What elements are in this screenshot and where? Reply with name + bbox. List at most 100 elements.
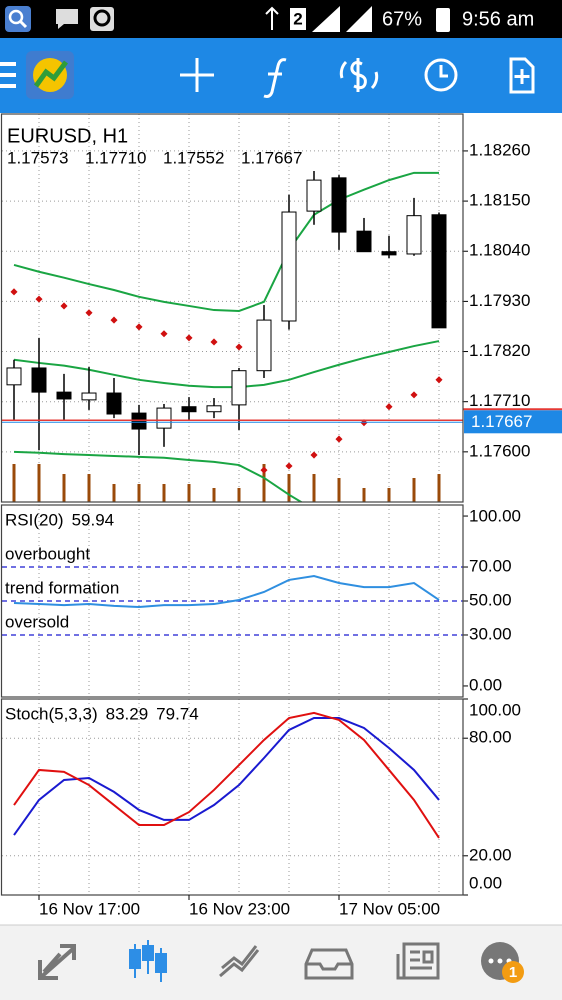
price-label: 1.17667: [471, 412, 532, 431]
search-handle: [18, 19, 28, 29]
bottom-nav: [0, 925, 562, 1000]
ohlc-label: 1.17573: [7, 148, 68, 167]
candle-body: [206, 405, 222, 413]
level-label: trend formation: [5, 578, 119, 597]
sar-dot: [185, 334, 193, 342]
volume-bar: [12, 464, 16, 502]
sar-dot: [85, 309, 93, 317]
volume-bar: [137, 484, 141, 502]
crosshair-icon[interactable]: [180, 58, 214, 92]
candle-body: [81, 392, 97, 401]
indicator-line: [13, 711, 440, 839]
volume-bar: [112, 484, 116, 502]
panel-2: [2, 699, 463, 895]
battery-icon: [436, 8, 450, 32]
sar-dot: [410, 391, 418, 399]
y-tick-label: 1.17820: [469, 341, 530, 360]
volume-bar: [437, 474, 441, 502]
candle-body: [156, 407, 172, 429]
data-arrows: [265, 6, 279, 30]
y-tick-label: 1.17930: [469, 291, 530, 310]
sar-dot: [160, 330, 168, 338]
y-tick-label: 1.18150: [469, 191, 530, 210]
volume-bar: [312, 474, 316, 502]
candle-body: [131, 412, 147, 430]
volume-bar: [237, 488, 241, 502]
indicators-icon[interactable]: [263, 58, 287, 98]
search-icon: [5, 6, 31, 32]
menu-icon[interactable]: [0, 62, 16, 88]
x-tick-label: 16 Nov 17:00: [39, 899, 140, 918]
chart-title: EURUSD, H1: [7, 125, 128, 147]
candle-body: [181, 406, 197, 413]
sar-dot: [60, 302, 68, 310]
period-icon[interactable]: [424, 58, 458, 92]
indicator-line: [13, 450, 304, 502]
y-tick-label: 80.00: [469, 728, 512, 747]
indicator-line: [13, 717, 440, 836]
candle-body: [31, 367, 47, 393]
badge: [502, 961, 524, 983]
trade-icon[interactable]: [339, 58, 379, 92]
message-icon: [56, 9, 78, 29]
candle-body: [306, 179, 322, 212]
volume-bar: [62, 474, 66, 502]
indicator-value: 83.29: [106, 704, 149, 723]
q-glyph: [93, 9, 111, 27]
trade-tab[interactable]: [219, 945, 260, 978]
level-label: oversold: [5, 612, 69, 631]
volume-bar: [87, 474, 91, 502]
x-tick-label: 16 Nov 23:00: [189, 899, 290, 918]
y-tick-label: 1.17600: [469, 441, 530, 460]
quotes-tab[interactable]: [38, 944, 76, 980]
new-order-icon[interactable]: [509, 57, 535, 94]
y-tick-label: 20.00: [469, 845, 512, 864]
volume-bar: [362, 488, 366, 502]
candle-body: [106, 392, 122, 415]
price-box: [464, 410, 562, 434]
panel-frame: [0, 504, 464, 698]
sar-dot: [385, 403, 393, 411]
candle-body: [406, 215, 422, 255]
sar-dot: [235, 343, 243, 351]
indicator-line: [13, 171, 439, 312]
candle-body: [381, 251, 397, 256]
news-tab[interactable]: [396, 942, 440, 980]
sar-dot: [110, 316, 118, 324]
candle-body: [431, 214, 447, 329]
candle-body: [256, 319, 272, 372]
y-tick-label: 100.00: [469, 700, 521, 719]
panel-1: [2, 505, 463, 697]
candle-body: [6, 367, 22, 386]
sar-dot: [210, 338, 218, 346]
ohlc-label: 1.17710: [85, 148, 146, 167]
y-tick-label: 70.00: [469, 557, 512, 576]
volume-bar: [412, 478, 416, 502]
indicator-value: 59.94: [72, 510, 115, 529]
y-tick-label: 1.17710: [469, 391, 530, 410]
sar-dot: [260, 466, 268, 474]
volume-bar: [262, 464, 266, 502]
candle-body: [231, 370, 247, 406]
indicator-title: RSI(20): [5, 510, 64, 529]
history-tab[interactable]: [304, 948, 354, 980]
panel-frame: [0, 698, 464, 896]
panel-0: [2, 114, 463, 502]
level-label: overbought: [5, 545, 90, 564]
volume-bar: [162, 484, 166, 502]
badge-count: 1: [509, 964, 517, 981]
y-tick-label: 0.00: [469, 675, 502, 694]
y-tick-label: 50.00: [469, 590, 512, 609]
dot: [488, 958, 494, 964]
chart-tab[interactable]: [129, 940, 167, 982]
sar-dot: [35, 295, 43, 303]
signal-2: [346, 6, 372, 32]
x-tick-label: 17 Nov 05:00: [339, 899, 440, 918]
sar-dot: [435, 376, 443, 384]
battery-text: 67%: [382, 8, 422, 30]
sim-badge: [290, 8, 306, 30]
sar-dot: [10, 288, 18, 296]
